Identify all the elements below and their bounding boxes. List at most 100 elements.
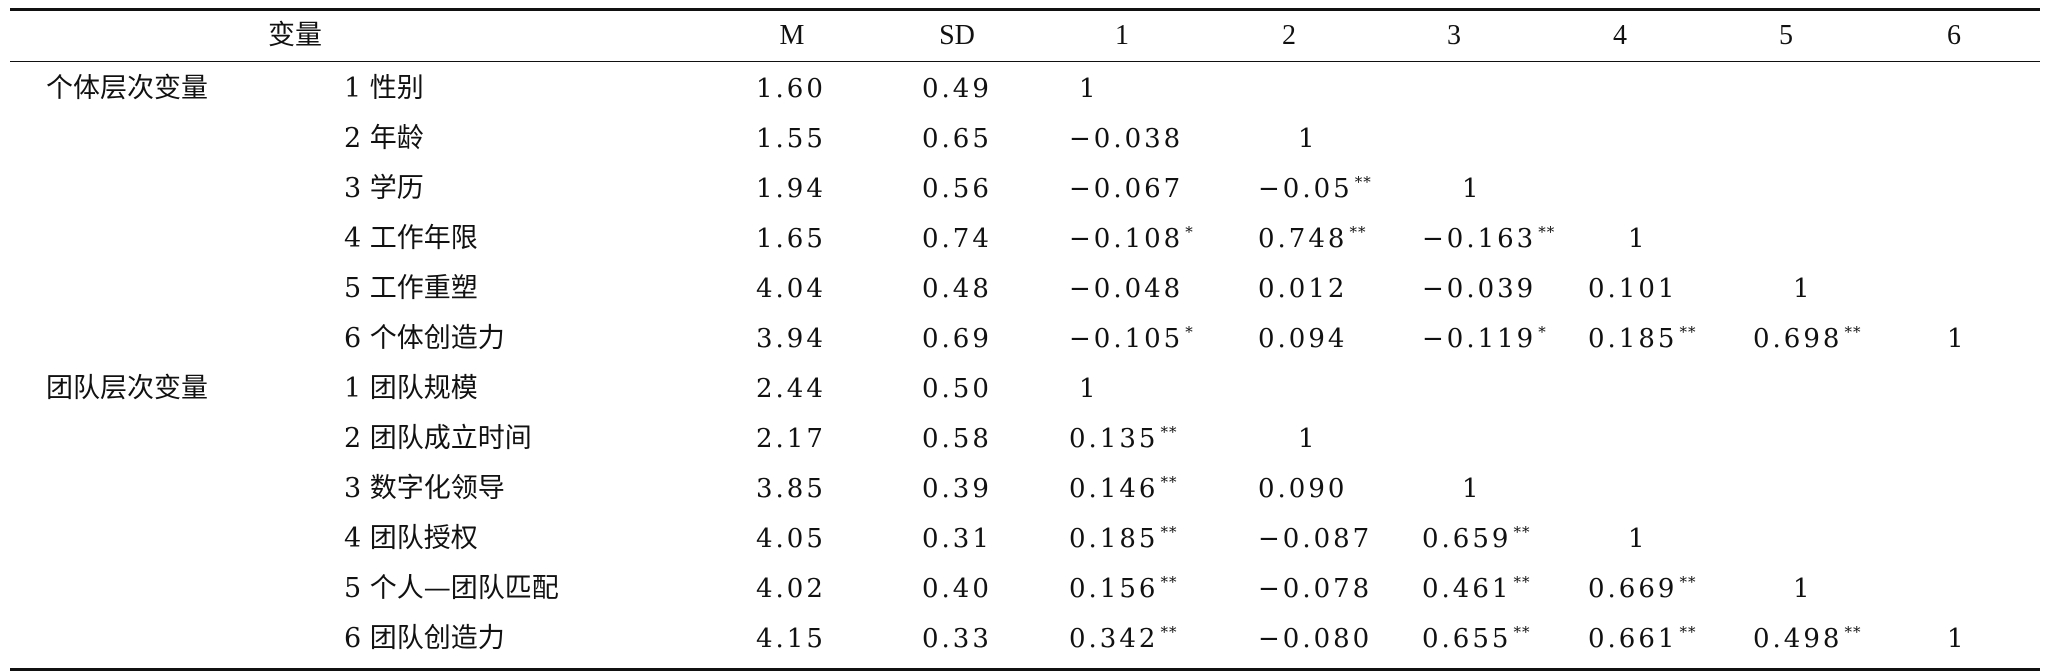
significance-mark: **	[1513, 523, 1531, 542]
correlation-cell: −0.048	[1069, 264, 1183, 314]
correlation-cell: 0.669 **	[1588, 564, 1696, 614]
correlation-value: 0.669	[1588, 574, 1678, 604]
significance-mark: **	[1844, 323, 1862, 342]
correlation-cell: 0.748 **	[1258, 214, 1366, 264]
header-col-2: 2	[1282, 20, 1296, 51]
correlation-value: 0.698	[1753, 324, 1843, 354]
correlation-cell: 0.101	[1588, 264, 1677, 314]
mean-value: 4.02	[756, 574, 826, 604]
header-mean: M	[779, 20, 805, 51]
correlation-cell: −0.078	[1258, 564, 1372, 614]
group-label: 个体层次变量	[46, 73, 208, 104]
correlation-cell: 0.012	[1258, 264, 1347, 314]
correlation-value: −0.163	[1422, 224, 1537, 254]
header-variable: 变量	[268, 20, 322, 51]
correlation-cell: 1	[1079, 64, 1099, 114]
correlation-cell: 0.135 **	[1069, 414, 1177, 464]
correlation-cell: 1	[1462, 164, 1482, 214]
header-col-5: 5	[1779, 20, 1793, 51]
table-row: 6 团队创造力 4.15 0.33 0.342 ** −0.080 0.655 ** 0.661…	[10, 614, 2040, 664]
significance-mark: **	[1679, 623, 1697, 642]
mean-value: 4.05	[756, 524, 826, 554]
correlation-cell: 0.342 **	[1069, 614, 1177, 664]
correlation-cell: 1	[1947, 314, 1967, 364]
correlation-value: 0.748	[1258, 224, 1348, 254]
correlation-value: 0.342	[1069, 624, 1159, 654]
correlation-value: 0.090	[1258, 474, 1348, 504]
variable-name: 1 性别	[344, 73, 424, 104]
variable-name: 1 团队规模	[344, 373, 478, 404]
mean-value: 4.15	[756, 624, 826, 654]
header-col-4: 4	[1613, 20, 1627, 51]
variable-name: 6 团队创造力	[344, 623, 505, 654]
correlation-cell: −0.067	[1069, 164, 1183, 214]
group-label: 团队层次变量	[46, 373, 208, 404]
significance-mark: **	[1844, 623, 1862, 642]
correlation-value: 1	[1947, 324, 1967, 354]
correlation-value: 0.156	[1069, 574, 1159, 604]
correlation-cell: −0.087	[1258, 514, 1372, 564]
table-row: 4 工作年限 1.65 0.74 −0.108 * 0.748 ** −0.163 ** 1	[10, 214, 2040, 264]
correlation-value: 1	[1462, 174, 1482, 204]
correlation-value: 1	[1947, 624, 1967, 654]
correlation-value: −0.039	[1422, 274, 1537, 304]
sd-value: 0.69	[922, 324, 992, 354]
variable-name: 4 团队授权	[344, 523, 478, 554]
correlation-cell: 1	[1628, 214, 1648, 264]
sd-value: 0.33	[922, 624, 992, 654]
significance-mark: **	[1513, 573, 1531, 592]
correlation-value: 1	[1298, 124, 1318, 154]
correlation-cell: 0.698 **	[1753, 314, 1861, 364]
correlation-cell: 0.655 **	[1422, 614, 1530, 664]
correlation-value: 0.661	[1588, 624, 1678, 654]
correlation-value: −0.048	[1069, 274, 1184, 304]
correlation-cell: 0.090	[1258, 464, 1347, 514]
header-col-3: 3	[1447, 20, 1461, 51]
correlation-cell: 0.661 **	[1588, 614, 1696, 664]
correlation-value: −0.087	[1258, 524, 1373, 554]
variable-name: 5 工作重塑	[344, 273, 478, 304]
mean-value: 1.60	[756, 74, 826, 104]
correlation-cell: 1	[1298, 414, 1318, 464]
correlation-value: 0.461	[1422, 574, 1512, 604]
significance-mark: *	[1185, 223, 1194, 242]
correlation-value: 0.135	[1069, 424, 1159, 454]
correlation-cell: 0.659 **	[1422, 514, 1530, 564]
sd-value: 0.40	[922, 574, 992, 604]
correlation-value: 0.101	[1588, 274, 1678, 304]
variable-name: 3 学历	[344, 173, 424, 204]
table-body: 个体层次变量 1 性别 1.60 0.49 1 2 年龄 1.55 0.65 −0.038 1 3 …	[10, 62, 2040, 668]
correlation-cell: −0.163 **	[1422, 214, 1555, 264]
sd-value: 0.49	[922, 74, 992, 104]
correlation-cell: 0.185 **	[1588, 314, 1696, 364]
correlation-cell: −0.119 *	[1422, 314, 1547, 364]
correlation-value: 0.655	[1422, 624, 1512, 654]
sd-value: 0.50	[922, 374, 992, 404]
correlation-table: 变量 M SD 1 2 3 4 5 6 个体层次变量 1 性别 1.60 0.49 1 2…	[10, 8, 2040, 671]
significance-mark: **	[1160, 573, 1178, 592]
correlation-value: −0.105	[1069, 324, 1184, 354]
table-row: 5 个人—团队匹配 4.02 0.40 0.156 ** −0.078 0.461 ** 0.6…	[10, 564, 2040, 614]
significance-mark: **	[1160, 523, 1178, 542]
table-row: 6 个体创造力 3.94 0.69 −0.105 * 0.094 −0.119 * 0.185 *…	[10, 314, 2040, 364]
correlation-cell: 0.146 **	[1069, 464, 1177, 514]
correlation-cell: −0.108 *	[1069, 214, 1194, 264]
significance-mark: **	[1679, 573, 1697, 592]
header-col-6: 6	[1947, 20, 1961, 51]
mean-value: 4.04	[756, 274, 826, 304]
significance-mark: **	[1160, 623, 1178, 642]
sd-value: 0.74	[922, 224, 992, 254]
header-sd: SD	[939, 20, 975, 51]
mean-value: 1.55	[756, 124, 826, 154]
correlation-value: 1	[1793, 574, 1813, 604]
correlation-cell: 1	[1628, 514, 1648, 564]
table-row: 团队层次变量 1 团队规模 2.44 0.50 1	[10, 364, 2040, 414]
correlation-cell: 1	[1947, 614, 1967, 664]
variable-name: 3 数字化领导	[344, 473, 505, 504]
correlation-cell: 0.498 **	[1753, 614, 1861, 664]
correlation-cell: −0.039	[1422, 264, 1536, 314]
correlation-value: 1	[1462, 474, 1482, 504]
significance-mark: **	[1160, 423, 1178, 442]
sd-value: 0.56	[922, 174, 992, 204]
correlation-value: 1	[1628, 224, 1648, 254]
